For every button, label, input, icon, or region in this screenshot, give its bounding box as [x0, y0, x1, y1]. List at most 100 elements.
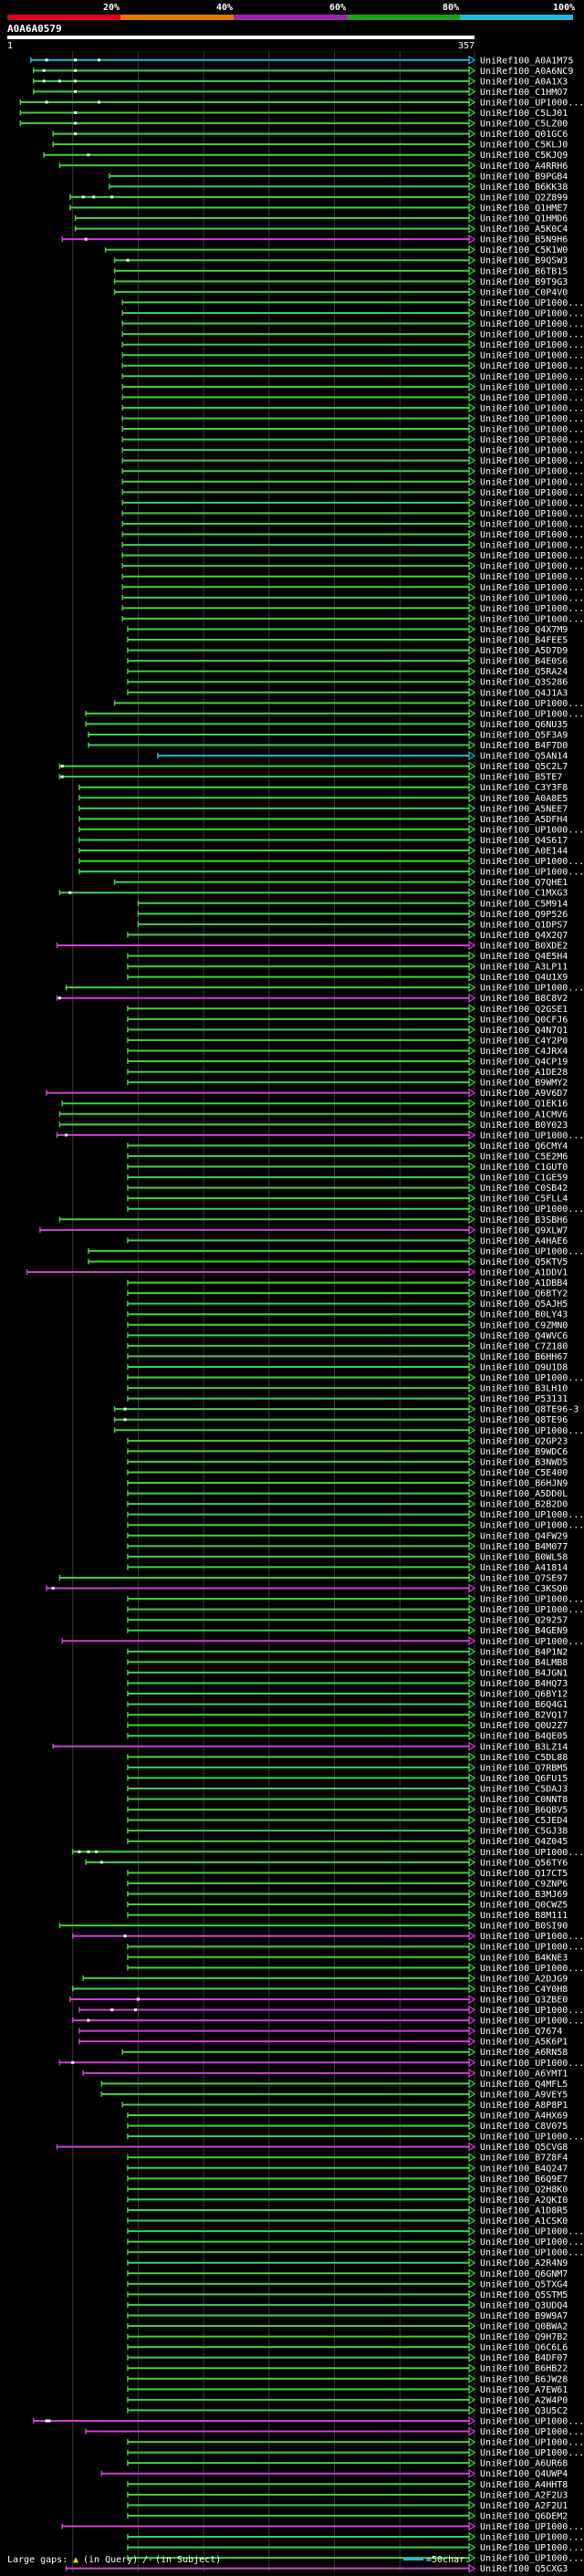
hit-row: UniRef100_UP1000...: [127, 1593, 584, 1605]
hit-label: UniRef100_UP1000...: [480, 1205, 584, 1215]
hit-row: UniRef100_UP1000...: [121, 561, 584, 572]
hit-end-arrow: [468, 961, 476, 972]
hit-row: UniRef100_B6TB15: [113, 266, 568, 276]
hit-end-arrow: [468, 381, 476, 391]
hit-end-arrow: [468, 1404, 476, 1414]
hit-end-arrow: [468, 1973, 476, 1983]
hit-end-arrow: [468, 318, 476, 329]
hit-label: UniRef100_C5DL88: [480, 1753, 568, 1763]
hit-end-arrow: [468, 1172, 476, 1183]
hit-end-arrow: [468, 634, 476, 645]
hit-label: UniRef100_B4QE05: [480, 1732, 568, 1742]
hit-end-arrow: [468, 2320, 476, 2331]
hit-end-arrow: [468, 1752, 476, 1762]
query-start-label: 1: [7, 41, 13, 51]
hit-row: UniRef100_Q0CWZ5: [127, 1899, 568, 1911]
hit-end-arrow: [468, 1309, 476, 1319]
hit-label: UniRef100_Q4Z045: [480, 1837, 568, 1847]
hit-label: UniRef100_C5LZ00: [480, 120, 568, 130]
hit-end-arrow: [468, 729, 476, 740]
hit-row: UniRef100_B6Q4G1: [127, 1699, 568, 1710]
gap-marker: [74, 58, 78, 62]
hit-row: UniRef100_B4HQ73: [127, 1678, 568, 1689]
hit-end-arrow: [468, 845, 476, 856]
hit-end-arrow: [468, 97, 476, 108]
hit-row: UniRef100_B4M077: [127, 1541, 568, 1552]
gap-marker: [99, 1861, 103, 1864]
hit-label: UniRef100_Q3U5C2: [480, 2406, 568, 2416]
hit-label: UniRef100_UP1000...: [480, 308, 584, 318]
hit-label: UniRef100_B3SBH6: [480, 1215, 568, 1225]
hit-end-arrow: [468, 1319, 476, 1330]
hit-row: UniRef100_B4FEE5: [127, 634, 568, 646]
hit-label: UniRef100_UP1000...: [480, 1932, 584, 1942]
hit-row: UniRef100_B3LZ14: [52, 1741, 568, 1752]
hit-end-arrow: [468, 698, 476, 708]
hit-label: UniRef100_P53131: [480, 1394, 568, 1404]
hit-label: UniRef100_A0E144: [480, 847, 568, 857]
hit-label: UniRef100_Q5F3A9: [480, 730, 568, 740]
hit-label: UniRef100_A2R4N9: [480, 2258, 568, 2268]
hit-label: UniRef100_UP1000...: [480, 709, 584, 719]
hit-row: UniRef100_Q4X2Q7: [127, 930, 568, 941]
hit-label: UniRef100_UP1000...: [480, 2522, 584, 2532]
hit-row: UniRef100_C4JRX4: [127, 1046, 568, 1057]
hit-end-arrow: [468, 1183, 476, 1193]
hit-label: UniRef100_Q6BTY2: [480, 1289, 568, 1299]
hit-row: UniRef100_Q5F3A9: [88, 729, 568, 740]
hit-row: UniRef100_UP1000...: [56, 1130, 584, 1141]
hit-row: UniRef100_B6JW28: [127, 2373, 568, 2384]
hit-row: UniRef100_A4HX69: [127, 2110, 568, 2122]
hit-label: UniRef100_B3LH10: [480, 1384, 568, 1394]
hit-label: UniRef100_A5DD0L: [480, 1489, 568, 1499]
hit-end-arrow: [468, 150, 476, 160]
hit-label: UniRef100_B6JW28: [480, 2374, 568, 2384]
hit-label: UniRef100_B4KNE3: [480, 1953, 568, 1963]
hit-end-arrow: [468, 2089, 476, 2100]
hit-end-arrow: [468, 2268, 476, 2279]
hit-label: UniRef100_Q9XLW7: [480, 1225, 568, 1236]
gap-marker: [65, 1133, 68, 1137]
hit-row: UniRef100_UP1000...: [121, 402, 584, 413]
hit-end-arrow: [468, 2079, 476, 2089]
hit-label: UniRef100_C9ZMN0: [480, 1320, 568, 1330]
hit-label: UniRef100_UP1000...: [480, 1246, 584, 1257]
hit-row: UniRef100_Q3U5C2: [127, 2405, 568, 2416]
hit-label: UniRef100_A5K6P1: [480, 2038, 568, 2048]
hit-end-arrow: [468, 2405, 476, 2415]
hit-row: UniRef100_UP1000...: [19, 97, 584, 108]
hit-end-arrow: [468, 308, 476, 318]
hit-end-arrow: [468, 687, 476, 697]
hit-row: UniRef100_UP1000...: [121, 329, 584, 340]
hit-row: UniRef100_B2B2D0: [127, 1499, 568, 1510]
hit-row: UniRef100_UP1000...: [127, 2531, 584, 2543]
hit-label: UniRef100_Q0U2Z7: [480, 1721, 568, 1731]
hit-end-arrow: [468, 1267, 476, 1278]
hit-row: UniRef100_UP1000...: [121, 371, 584, 382]
hit-row: UniRef100_UP1000...: [58, 2058, 584, 2069]
hit-end-arrow: [468, 2047, 476, 2057]
hit-end-arrow: [468, 1794, 476, 1804]
hit-label: UniRef100_C3Y3F8: [480, 783, 568, 793]
hit-row: UniRef100_B8C8V2: [56, 993, 568, 1004]
hit-label: UniRef100_Q7674: [480, 2027, 562, 2037]
gap-marker: [84, 237, 88, 241]
hit-label: UniRef100_A1DBB4: [480, 1278, 568, 1288]
hit-end-arrow: [468, 402, 476, 413]
hit-row: UniRef100_B4LMB8: [127, 1657, 568, 1668]
hit-label: UniRef100_UP1000...: [480, 604, 584, 614]
hit-row: UniRef100_UP1000...: [71, 2015, 584, 2027]
hit-label: UniRef100_UP1000...: [480, 403, 584, 413]
hit-row: UniRef100_B3SBH6: [58, 1215, 568, 1225]
hit-end-arrow: [468, 2458, 476, 2468]
hit-row: UniRef100_Q9H7B2: [127, 2331, 568, 2342]
hit-label: UniRef100_A4HX69: [480, 2112, 568, 2122]
hit-end-arrow: [468, 2510, 476, 2521]
hit-row: UniRef100_UP1000...: [121, 466, 584, 477]
hit-end-arrow: [468, 213, 476, 224]
hit-label: UniRef100_UP1000...: [480, 382, 584, 392]
hit-end-arrow: [468, 1393, 476, 1403]
hit-label: UniRef100_Q5CXG3: [480, 2564, 568, 2572]
hit-row: UniRef100_B0XDE2: [56, 940, 568, 951]
hit-end-arrow: [468, 2342, 476, 2352]
